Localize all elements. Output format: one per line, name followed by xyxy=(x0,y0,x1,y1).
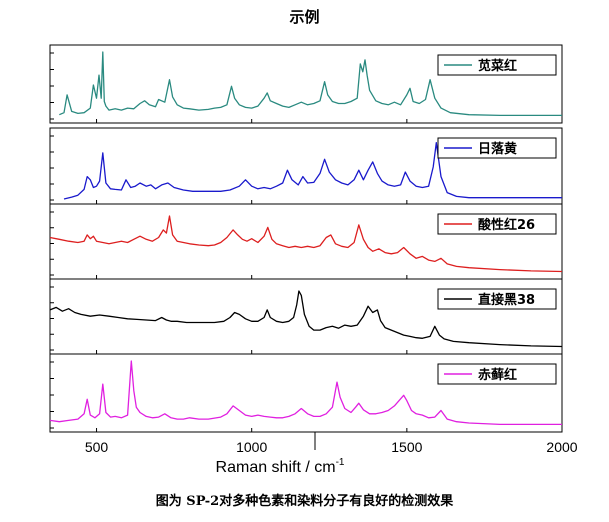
legend-4: 直接黑38 xyxy=(437,288,557,310)
legend-label: 苋菜红 xyxy=(478,58,517,74)
legend-1: 苋菜红 xyxy=(437,54,557,76)
x-axis: 500 1000 1500 2000 xyxy=(85,432,578,455)
legend-2: 日落黄 xyxy=(437,137,557,159)
legend-box xyxy=(437,363,557,385)
x-axis-label: Raman shift / cm-1 xyxy=(216,457,345,476)
series-line-3 xyxy=(49,215,563,273)
legend-label: 日落黄 xyxy=(478,141,517,157)
legend-box xyxy=(437,213,557,235)
figure-title: 示例 xyxy=(289,8,320,26)
series-line-2 xyxy=(63,142,562,200)
panel-2: 日落黄 xyxy=(49,127,563,205)
x-axis-label-text: Raman shift / cm xyxy=(216,459,336,476)
panel-5: 赤藓红 xyxy=(49,353,563,433)
x-tick-label: 1500 xyxy=(391,439,422,455)
legend-3: 酸性红26 xyxy=(437,213,557,235)
legend-box xyxy=(437,137,557,159)
x-tick-label: 500 xyxy=(85,439,109,455)
series-line-1 xyxy=(59,51,562,117)
series-line-5 xyxy=(49,360,562,426)
panel-3: 酸性红26 xyxy=(49,203,563,280)
panel-4: 直接黑38 xyxy=(49,278,563,355)
panel-frame xyxy=(49,44,563,124)
legend-box xyxy=(437,54,557,76)
legend-label: 赤藓红 xyxy=(478,367,517,383)
x-axis-label-superscript: -1 xyxy=(336,457,345,468)
x-tick-label: 1000 xyxy=(236,439,267,455)
figure-caption: 图为 SP-2对多种色素和染料分子有良好的检测效果 xyxy=(155,494,454,509)
x-tick-label: 2000 xyxy=(546,439,577,455)
legend-label: 酸性红26 xyxy=(478,217,535,233)
panel-frame xyxy=(49,353,563,433)
panel-1: 苋菜红 xyxy=(49,44,563,124)
series-line-4 xyxy=(49,290,563,348)
legend-box xyxy=(437,288,557,310)
legend-label: 直接黑38 xyxy=(478,292,535,308)
legend-5: 赤藓红 xyxy=(437,363,557,385)
